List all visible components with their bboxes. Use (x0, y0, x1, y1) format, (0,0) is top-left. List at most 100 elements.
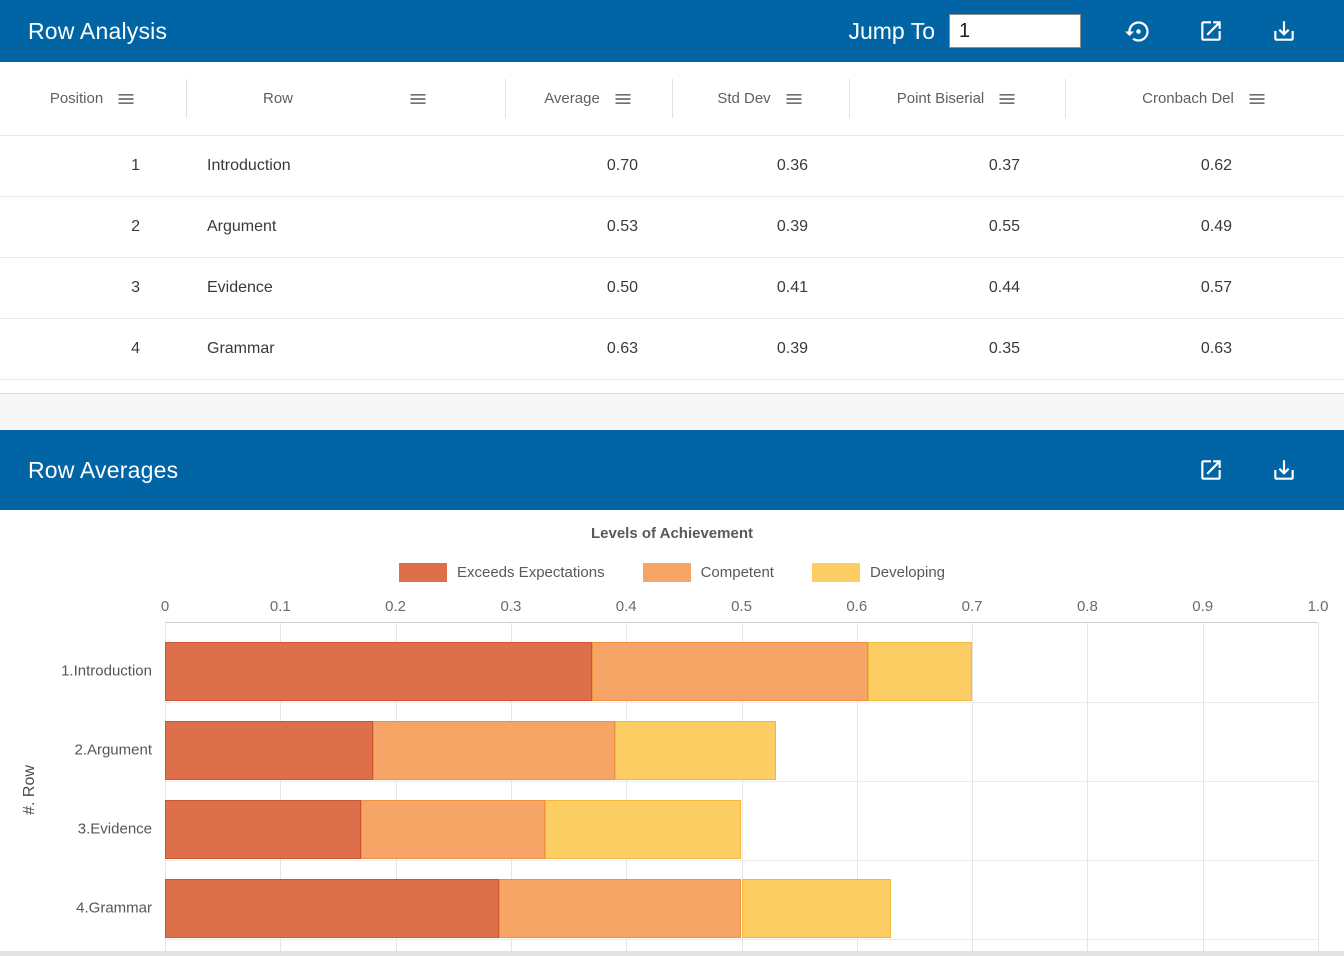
bar-segment[interactable] (361, 800, 546, 859)
header-controls: Jump To (848, 14, 1300, 48)
column-label: Average (544, 90, 600, 107)
x-tick-label: 0.7 (961, 598, 983, 615)
download-button[interactable] (1268, 15, 1300, 47)
y-axis-category-labels: 1.Introduction 2.Argument 3.Evidence 4.Gram… (0, 622, 152, 956)
menu-icon[interactable] (784, 89, 804, 109)
open-in-new-button[interactable] (1195, 454, 1227, 486)
cell-row: Argument (207, 218, 277, 235)
x-tick-label: 0 (160, 598, 170, 615)
menu-icon[interactable] (1247, 89, 1267, 109)
header-controls (1154, 454, 1300, 486)
bar-segment[interactable] (868, 642, 973, 701)
cell-row: Evidence (207, 279, 273, 296)
column-header-point-biserial[interactable]: Point Biserial (849, 62, 1065, 135)
legend-item[interactable]: Competent (642, 563, 774, 582)
cell-point-biserial: 0.55 (988, 218, 1020, 235)
cell-cronbach-del: 0.57 (1200, 279, 1232, 296)
bar-segment[interactable] (165, 879, 500, 938)
column-label: Std Dev (717, 90, 771, 107)
cell-cronbach-del: 0.63 (1200, 340, 1232, 357)
bar-segment[interactable] (545, 800, 742, 859)
category-label: 1.Introduction (61, 662, 152, 679)
x-tick-label: 1.0 (1307, 598, 1329, 615)
jump-to-label: Jump To (848, 17, 935, 44)
restore-button[interactable] (1122, 15, 1154, 47)
cell-point-biserial: 0.37 (988, 157, 1020, 174)
bar-segment[interactable] (372, 721, 615, 780)
plot-area (165, 622, 1319, 956)
cell-std-dev: 0.39 (776, 218, 808, 235)
bar-segment[interactable] (591, 642, 869, 701)
cell-average: 0.70 (606, 157, 638, 174)
x-tick-label: 0.6 (846, 598, 868, 615)
menu-icon[interactable] (997, 89, 1017, 109)
row-averages-header: Row Averages (0, 430, 1344, 510)
gridline (395, 623, 397, 955)
x-tick-label: 0.1 (269, 598, 291, 615)
menu-icon[interactable] (116, 89, 136, 109)
legend-swatch-icon (811, 563, 860, 582)
stacked-bar[interactable] (165, 721, 1318, 780)
open-in-new-button[interactable] (1195, 15, 1227, 47)
table-footer (0, 379, 1344, 393)
table-row[interactable]: 2 Argument 0.53 0.39 0.55 0.49 (0, 196, 1344, 257)
x-axis-tick-labels: 0 0.1 0.2 0.3 0.4 0.5 0.6 0.7 0.8 0.9 1.0 (161, 598, 1329, 618)
cell-cronbach-del: 0.62 (1200, 157, 1232, 174)
cell-position: 1 (131, 157, 140, 174)
band-separator-line (165, 860, 1318, 861)
bar-segment[interactable] (741, 879, 892, 938)
legend-swatch-icon (642, 563, 691, 582)
menu-icon[interactable] (613, 89, 633, 109)
category-label: 2.Argument (74, 741, 152, 758)
page-title: Row Analysis (28, 17, 168, 44)
download-icon (1274, 460, 1294, 480)
stacked-bar[interactable] (165, 879, 1318, 938)
cell-std-dev: 0.39 (776, 340, 808, 357)
column-label: Cronbach Del (1142, 90, 1234, 107)
bar-segment[interactable] (499, 879, 742, 938)
cell-position: 4 (131, 340, 140, 357)
row-averages-panel: Row Averages Levels of Achievement Excee… (0, 430, 1344, 956)
cell-row: Introduction (207, 157, 291, 174)
download-button[interactable] (1268, 454, 1300, 486)
bar-segment[interactable] (614, 721, 777, 780)
row-analysis-header: Row Analysis Jump To (0, 0, 1344, 62)
column-header-cronbach-del[interactable]: Cronbach Del (1065, 62, 1344, 135)
column-header-position[interactable]: Position (0, 62, 186, 135)
cell-average: 0.50 (606, 279, 638, 296)
menu-icon[interactable] (408, 89, 428, 109)
x-tick-label: 0.4 (615, 598, 637, 615)
x-tick-label: 0.8 (1076, 598, 1098, 615)
band-separator-line (165, 781, 1318, 782)
stacked-bar[interactable] (165, 800, 1318, 859)
row-analysis-panel: Row Analysis Jump To Posi (0, 0, 1344, 394)
table-row[interactable]: 4 Grammar 0.63 0.39 0.35 0.63 (0, 318, 1344, 379)
table-body: 1 Introduction 0.70 0.36 0.37 0.62 2 Arg… (0, 135, 1344, 393)
row-averages-chart: Levels of Achievement Exceeds Expectatio… (0, 510, 1344, 956)
jump-to-input[interactable] (949, 14, 1081, 48)
table-row[interactable]: 1 Introduction 0.70 0.36 0.37 0.62 (0, 135, 1344, 196)
legend-item[interactable]: Developing (811, 563, 946, 582)
band-separator-line (165, 939, 1318, 940)
bar-segment[interactable] (165, 721, 373, 780)
bar-segment[interactable] (165, 800, 361, 859)
gridline (1202, 623, 1204, 955)
legend-swatch-icon (398, 563, 447, 582)
gridline (280, 623, 282, 955)
x-tick-label: 0.3 (500, 598, 522, 615)
cell-std-dev: 0.41 (776, 279, 808, 296)
column-header-std-dev[interactable]: Std Dev (672, 62, 849, 135)
legend-label: Competent (700, 564, 774, 581)
cell-point-biserial: 0.44 (988, 279, 1020, 296)
legend-label: Developing (869, 564, 946, 581)
stacked-bar[interactable] (165, 642, 1318, 701)
column-header-row[interactable]: Row (186, 62, 505, 135)
column-label: Point Biserial (896, 90, 985, 107)
legend-item[interactable]: Exceeds Expectations (398, 563, 605, 582)
cell-average: 0.53 (606, 218, 638, 235)
panel-gap (0, 394, 1344, 430)
table-row[interactable]: 3 Evidence 0.50 0.41 0.44 0.57 (0, 257, 1344, 318)
column-label: Row (262, 90, 293, 107)
bar-segment[interactable] (165, 642, 592, 701)
column-header-average[interactable]: Average (505, 62, 672, 135)
